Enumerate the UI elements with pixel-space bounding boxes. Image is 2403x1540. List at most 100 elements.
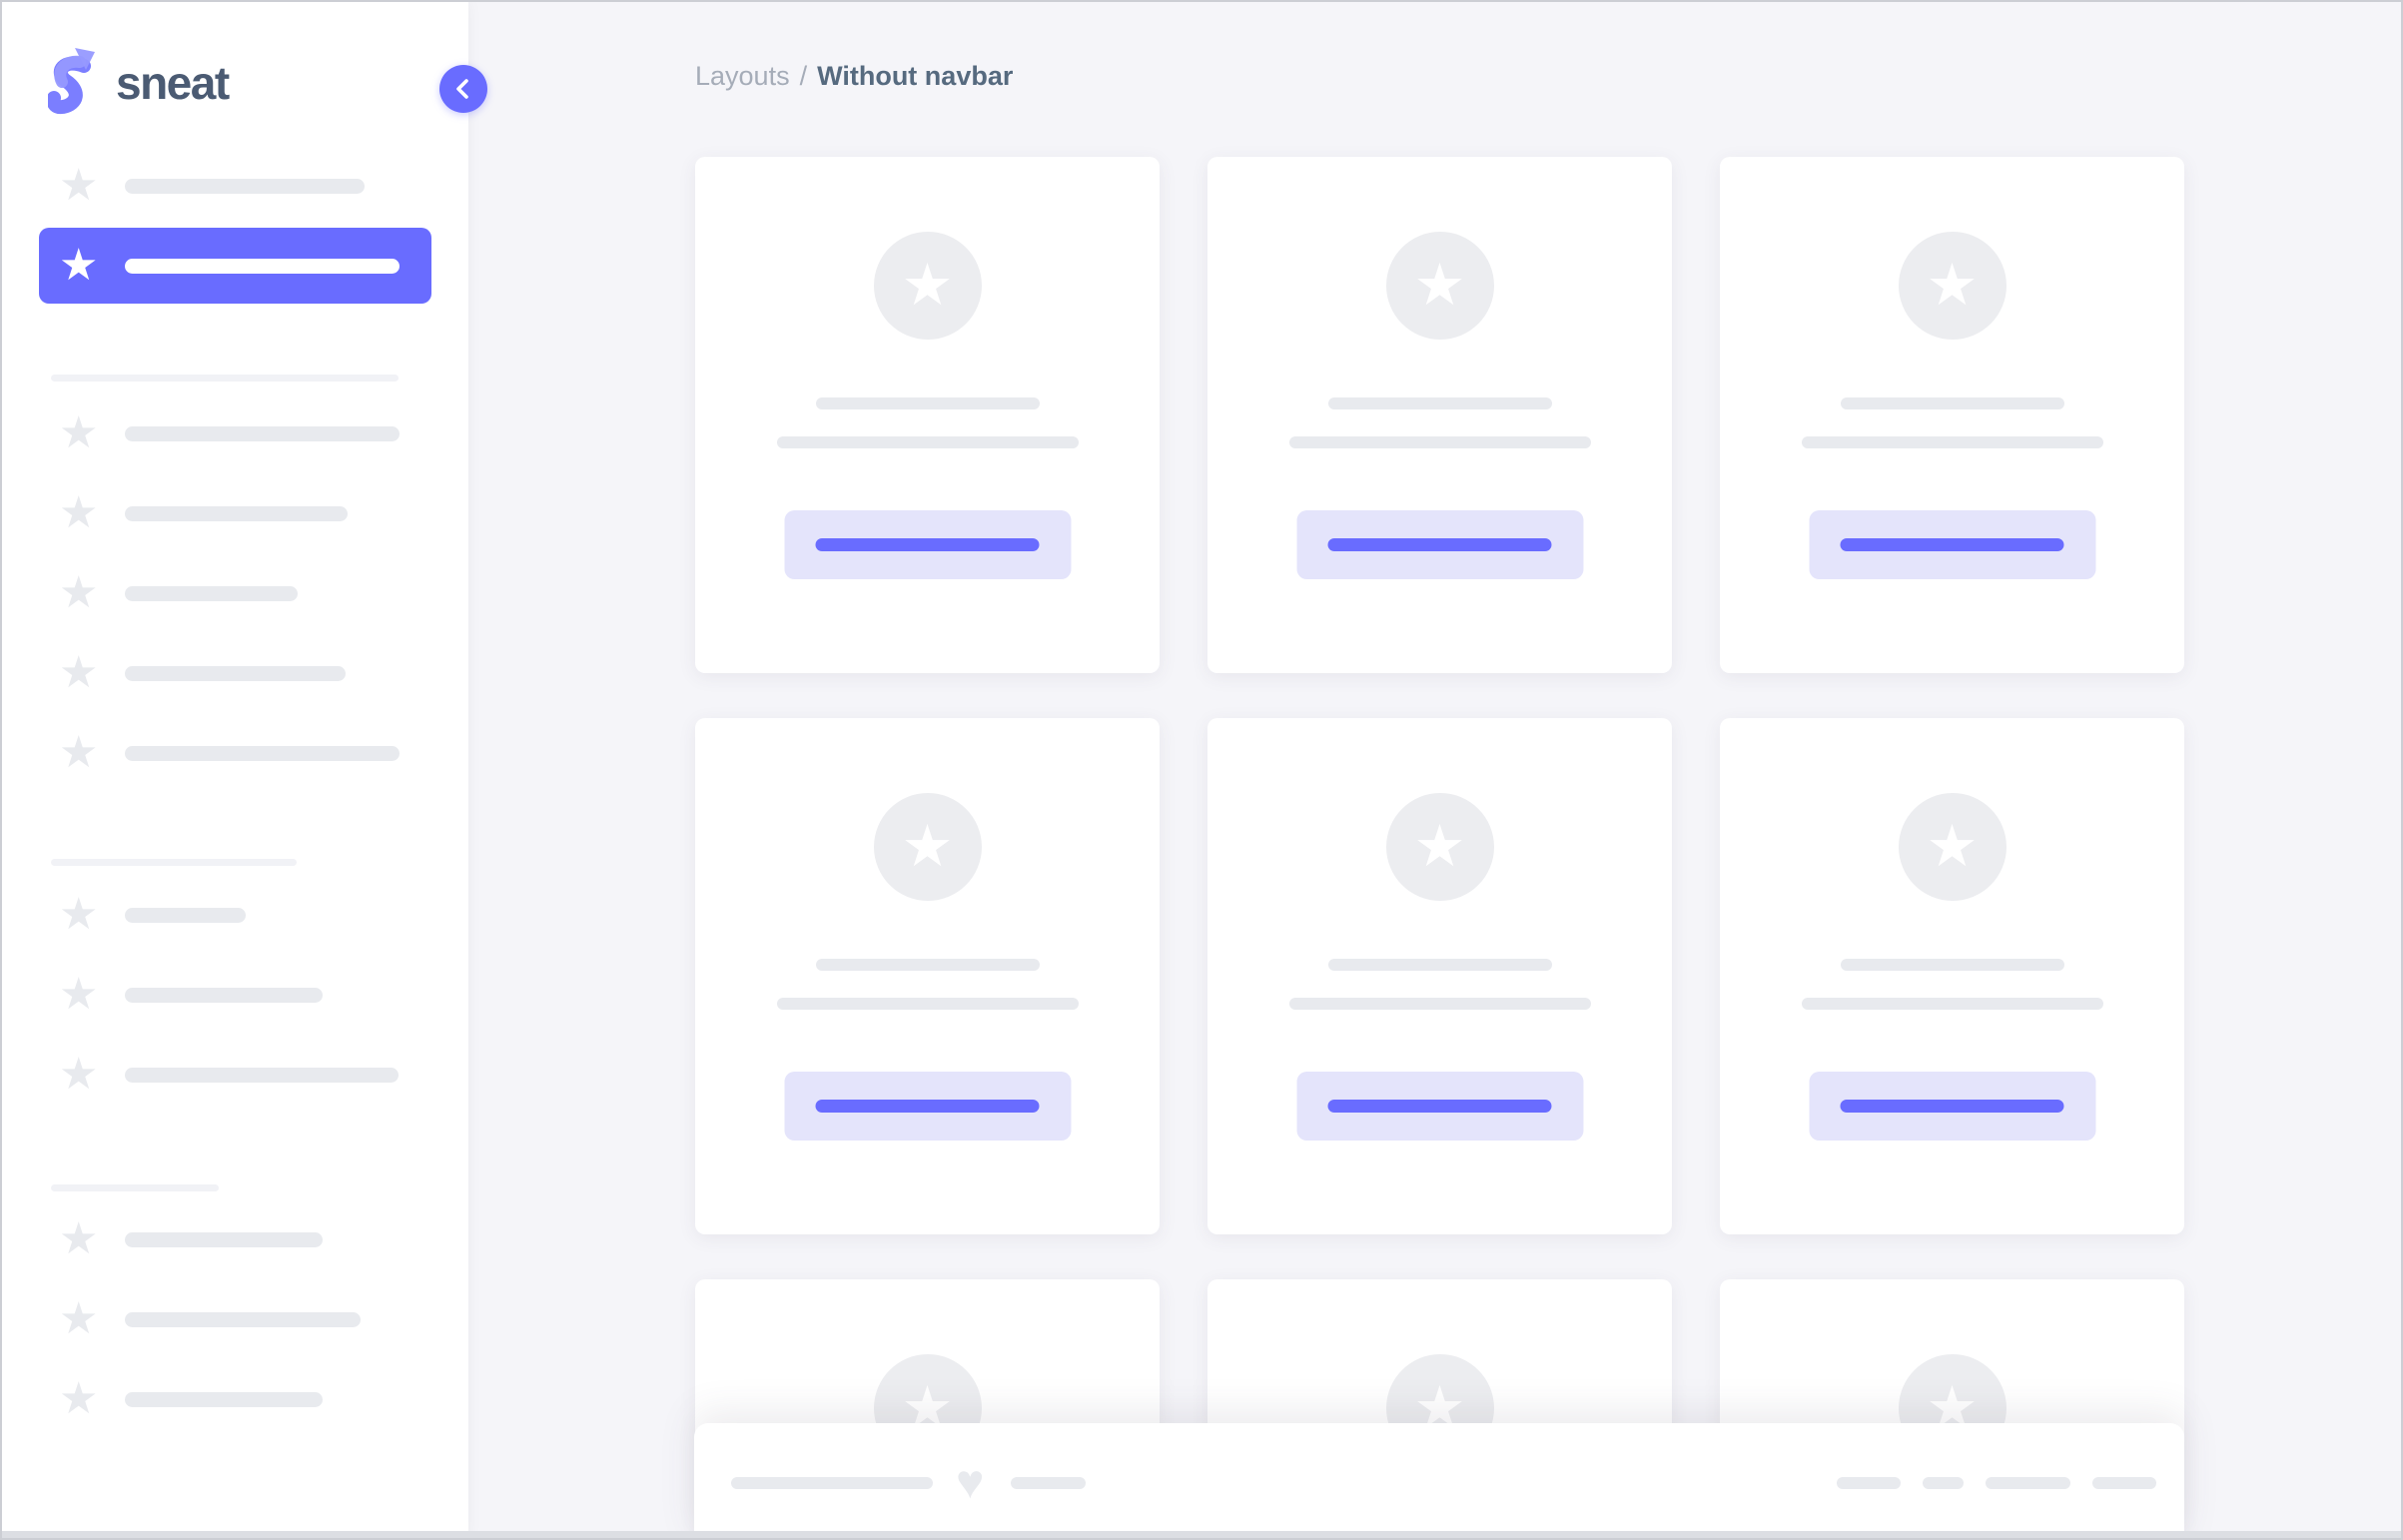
sidebar-item[interactable]: ★ bbox=[2, 875, 468, 955]
star-icon: ★ bbox=[59, 161, 99, 210]
sidebar-item-label-placeholder bbox=[125, 425, 400, 441]
placeholder-card: ★ bbox=[695, 718, 1160, 1234]
sidebar-item[interactable]: ★ bbox=[2, 553, 468, 633]
sidebar-item[interactable]: ★ bbox=[2, 146, 468, 226]
sidebar-item-label-placeholder bbox=[125, 1311, 361, 1327]
star-icon: ★ bbox=[901, 253, 954, 318]
text-line-placeholder bbox=[1801, 436, 2103, 448]
button-label-placeholder bbox=[1327, 538, 1552, 551]
star-icon: ★ bbox=[59, 1050, 99, 1099]
sidebar-item[interactable]: ★ bbox=[2, 713, 468, 793]
star-avatar: ★ bbox=[1898, 793, 2006, 901]
brand[interactable]: sneat bbox=[48, 44, 230, 116]
star-icon: ★ bbox=[59, 890, 99, 939]
star-icon: ★ bbox=[1926, 814, 1979, 879]
sidebar-item[interactable]: ★ bbox=[2, 473, 468, 553]
sidebar-item-active[interactable]: ★ bbox=[39, 228, 431, 304]
star-avatar: ★ bbox=[873, 793, 982, 901]
sidebar-item-label-placeholder bbox=[125, 665, 346, 681]
text-line-placeholder bbox=[1840, 397, 2064, 409]
card-button-placeholder[interactable] bbox=[784, 510, 1071, 579]
footer-text-placeholder bbox=[1010, 1476, 1086, 1489]
footer-links-group bbox=[1837, 1476, 2156, 1489]
button-label-placeholder bbox=[1840, 1100, 2064, 1113]
star-icon: ★ bbox=[1413, 253, 1466, 318]
card-button-placeholder[interactable] bbox=[1809, 510, 2095, 579]
star-icon: ★ bbox=[59, 728, 99, 777]
placeholder-card: ★ bbox=[1720, 718, 2184, 1234]
text-line-placeholder bbox=[1327, 959, 1552, 971]
footer: ♥ bbox=[694, 1423, 2184, 1538]
star-icon: ★ bbox=[59, 970, 99, 1019]
sidebar-item[interactable]: ★ bbox=[2, 1279, 468, 1359]
star-avatar: ★ bbox=[1898, 232, 2006, 340]
star-avatar: ★ bbox=[1385, 232, 1494, 340]
star-icon: ★ bbox=[59, 1294, 99, 1343]
placeholder-card: ★ bbox=[695, 157, 1160, 673]
breadcrumb-section[interactable]: Layouts bbox=[695, 61, 790, 91]
text-line-placeholder bbox=[1288, 998, 1591, 1010]
footer-link-placeholder bbox=[1837, 1476, 1901, 1489]
text-line-placeholder bbox=[1327, 397, 1552, 409]
sidebar-item-label-placeholder bbox=[125, 1231, 323, 1247]
text-line-placeholder bbox=[1840, 959, 2064, 971]
footer-left-group: ♥ bbox=[731, 1455, 1086, 1509]
star-icon: ★ bbox=[59, 568, 99, 617]
star-icon: ★ bbox=[1413, 814, 1466, 879]
sidebar-item-label-placeholder bbox=[125, 745, 400, 761]
star-icon: ★ bbox=[59, 1214, 99, 1263]
text-line-placeholder bbox=[776, 436, 1079, 448]
star-icon: ★ bbox=[59, 408, 99, 457]
sidebar-item-label-placeholder bbox=[125, 907, 246, 923]
breadcrumb-separator: / bbox=[799, 61, 808, 91]
footer-link-placeholder bbox=[2092, 1476, 2156, 1489]
sidebar-item-label-placeholder bbox=[125, 258, 400, 274]
text-line-placeholder bbox=[815, 959, 1040, 971]
text-line-placeholder bbox=[1288, 436, 1591, 448]
menu-section-divider bbox=[51, 1184, 219, 1191]
text-line-placeholder bbox=[1801, 998, 2103, 1010]
menu-section-divider bbox=[51, 375, 399, 382]
sneat-logo-icon bbox=[48, 48, 95, 115]
sidebar-item[interactable]: ★ bbox=[2, 393, 468, 473]
card-grid: ★ ★ ★ ★ ★ ★ ★ ★ ★ bbox=[695, 157, 2185, 1538]
sidebar-item-label-placeholder bbox=[125, 178, 365, 194]
footer-link-placeholder bbox=[1986, 1476, 2070, 1489]
sidebar-item[interactable]: ★ bbox=[2, 633, 468, 713]
placeholder-card: ★ bbox=[1207, 157, 1672, 673]
card-button-placeholder[interactable] bbox=[1296, 1072, 1583, 1141]
main-content: Layouts / Without navbar ★ ★ ★ ★ ★ ★ ★ ★ ★ ♥ bbox=[468, 2, 2401, 1538]
star-icon: ★ bbox=[59, 648, 99, 697]
star-icon: ★ bbox=[59, 488, 99, 537]
breadcrumb: Layouts / Without navbar bbox=[695, 58, 1013, 94]
card-button-placeholder[interactable] bbox=[784, 1072, 1071, 1141]
window-bottom-edge bbox=[2, 1531, 2401, 1538]
sidebar-item-label-placeholder bbox=[125, 1391, 323, 1407]
chevron-left-icon bbox=[456, 79, 468, 99]
button-label-placeholder bbox=[1327, 1100, 1552, 1113]
footer-text-placeholder bbox=[731, 1476, 933, 1489]
card-button-placeholder[interactable] bbox=[1809, 1072, 2095, 1141]
sidebar-item[interactable]: ★ bbox=[2, 1199, 468, 1279]
star-icon: ★ bbox=[1926, 253, 1979, 318]
sidebar-item[interactable]: ★ bbox=[2, 955, 468, 1035]
sidebar-item-label-placeholder bbox=[125, 505, 348, 521]
button-label-placeholder bbox=[815, 1100, 1040, 1113]
footer-link-placeholder bbox=[1923, 1476, 1964, 1489]
sidebar-item[interactable]: ★ bbox=[2, 1035, 468, 1115]
sidebar-item-label-placeholder bbox=[125, 1067, 399, 1083]
button-label-placeholder bbox=[815, 538, 1040, 551]
star-avatar: ★ bbox=[873, 232, 982, 340]
breadcrumb-current-page: Without navbar bbox=[817, 61, 1014, 91]
sidebar-menu: ★ ★ ★ ★ ★ ★ ★ ★ ★ ★ ★ ★ ★ bbox=[2, 2, 468, 1439]
sidebar-collapse-button[interactable] bbox=[439, 65, 487, 113]
placeholder-card: ★ bbox=[1720, 157, 2184, 673]
card-button-placeholder[interactable] bbox=[1296, 510, 1583, 579]
placeholder-card: ★ bbox=[1207, 718, 1672, 1234]
sidebar-item-label-placeholder bbox=[125, 987, 323, 1003]
sidebar-item[interactable]: ★ bbox=[2, 1359, 468, 1439]
star-icon: ★ bbox=[901, 814, 954, 879]
heart-icon: ♥ bbox=[956, 1455, 985, 1509]
sidebar: sneat ★ ★ ★ ★ ★ ★ ★ ★ ★ ★ ★ ★ ★ bbox=[2, 2, 487, 1538]
